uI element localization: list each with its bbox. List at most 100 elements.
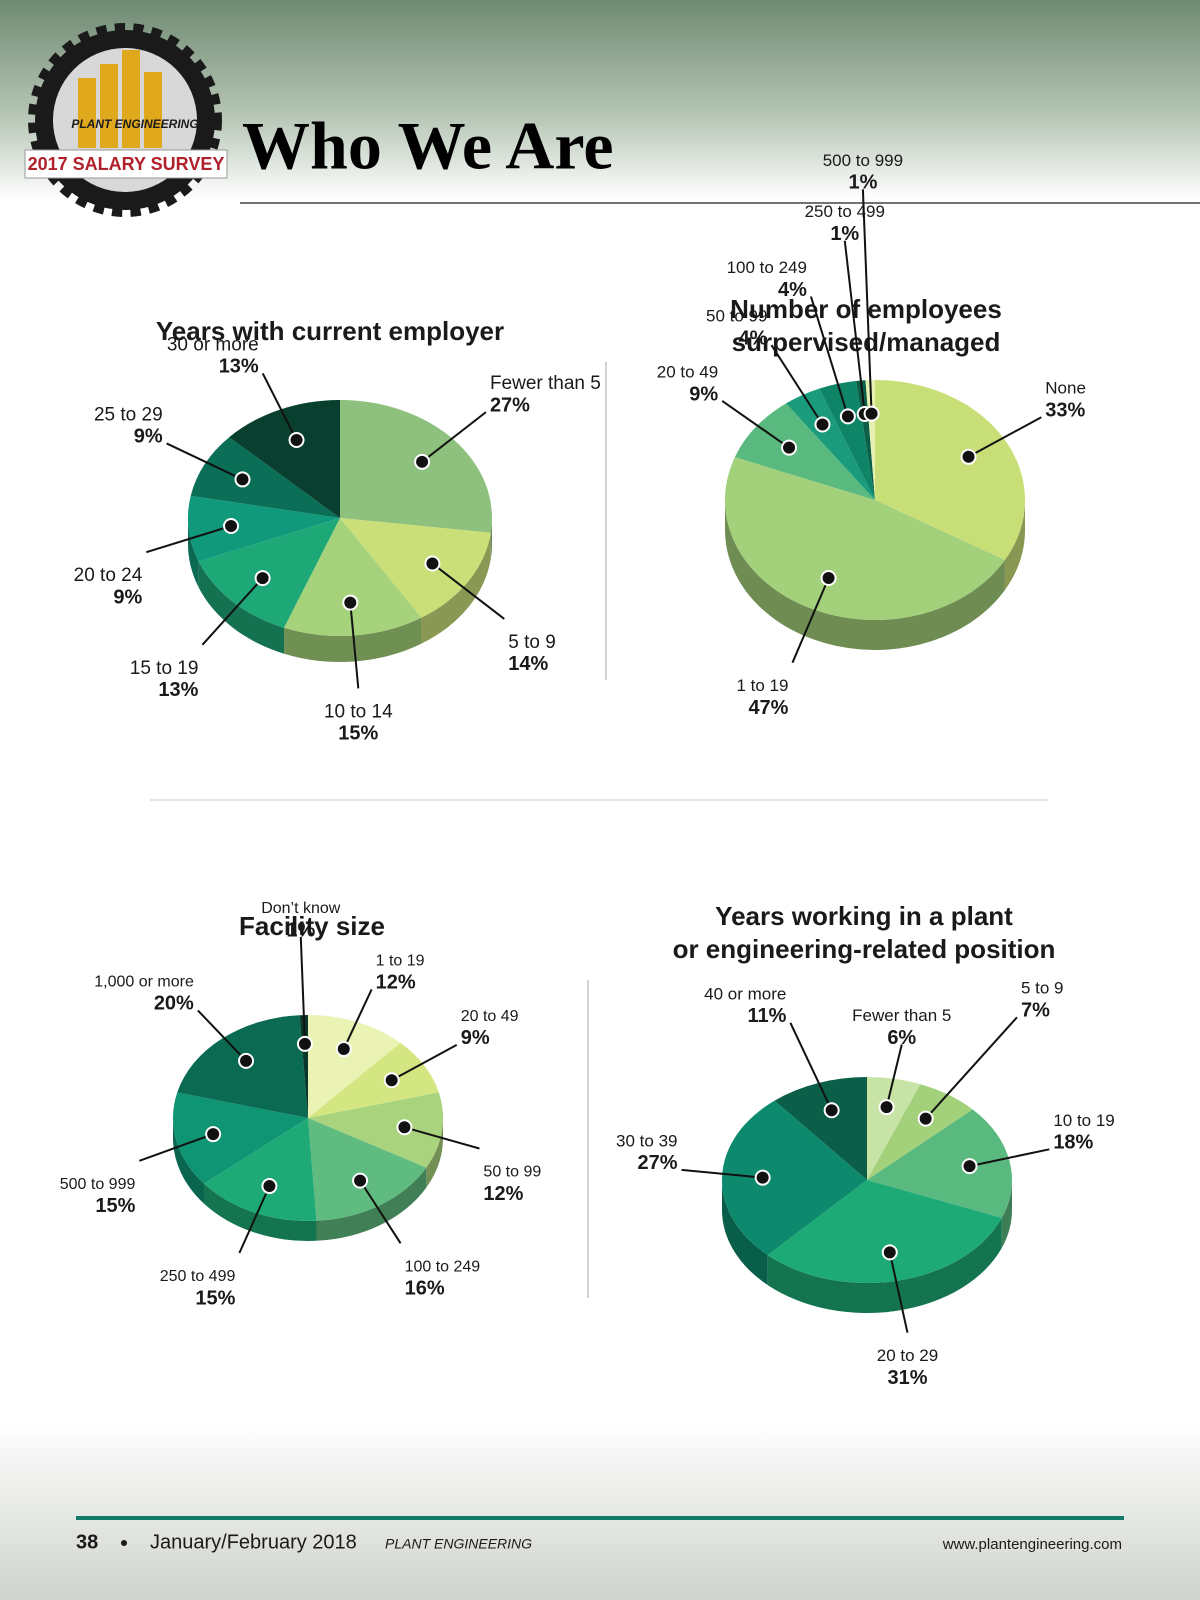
category-label: Fewer than 5 bbox=[852, 1006, 951, 1025]
value-label: 1% bbox=[286, 919, 315, 941]
chart-title: Years with current employer bbox=[156, 316, 504, 346]
logo-bar bbox=[78, 78, 96, 148]
slice-side bbox=[198, 561, 285, 654]
leader-line bbox=[146, 525, 232, 554]
slice bbox=[724, 457, 1005, 621]
leader-line bbox=[197, 1009, 247, 1062]
leader-dot bbox=[396, 1119, 413, 1136]
leader-line bbox=[201, 577, 264, 646]
chart-title: Facility size bbox=[239, 911, 385, 941]
leader-line bbox=[885, 1044, 903, 1108]
chart-title: or engineering-related position bbox=[673, 934, 1056, 964]
publication: PLANT ENGINEERING bbox=[385, 1536, 532, 1552]
issue: January/February 2018 bbox=[150, 1531, 357, 1553]
leader-dot bbox=[960, 448, 977, 465]
slice bbox=[867, 1109, 1012, 1218]
category-label: 20 to 29 bbox=[877, 1346, 938, 1365]
leader-dot bbox=[863, 405, 880, 422]
leader-line bbox=[681, 1168, 763, 1179]
leader-dot bbox=[823, 1102, 840, 1119]
category-label: 20 to 24 bbox=[74, 565, 143, 586]
leader-line bbox=[238, 1185, 271, 1254]
leader-line bbox=[359, 1180, 402, 1244]
slice bbox=[340, 518, 491, 618]
chart: Facility size 1 to 19 12% 20 to 49 9% 50 to 9… bbox=[60, 900, 542, 1309]
value-label: 4% bbox=[778, 279, 807, 301]
value-label: 31% bbox=[887, 1367, 927, 1389]
slice-side bbox=[421, 532, 491, 644]
leader-dot bbox=[335, 1041, 352, 1058]
leader-line bbox=[391, 1044, 458, 1082]
page-number: 38 bbox=[76, 1531, 98, 1553]
value-label: 7% bbox=[1021, 1000, 1050, 1022]
leader-dot bbox=[238, 1052, 255, 1069]
leader-line bbox=[789, 1022, 833, 1111]
category-label: 30 to 39 bbox=[616, 1131, 677, 1150]
leader-dot bbox=[424, 555, 441, 572]
leader-line bbox=[421, 411, 487, 463]
leader-line bbox=[924, 1016, 1018, 1120]
value-label: 12% bbox=[376, 972, 416, 994]
value-label: 15% bbox=[338, 723, 378, 745]
leader-line bbox=[791, 577, 830, 664]
footer-background bbox=[0, 1420, 1200, 1600]
leader-dot bbox=[352, 1172, 369, 1189]
slice bbox=[188, 495, 340, 562]
leader-dot bbox=[288, 432, 305, 449]
slice bbox=[767, 1180, 1002, 1283]
value-label: 47% bbox=[748, 697, 788, 719]
category-label: 30 or more bbox=[167, 334, 259, 355]
category-label: 250 to 499 bbox=[805, 202, 885, 221]
logo-bar bbox=[100, 64, 118, 148]
value-label: 9% bbox=[113, 586, 142, 608]
slice bbox=[172, 1092, 308, 1184]
url: www.plantengineering.com bbox=[942, 1536, 1122, 1553]
value-label: 12% bbox=[483, 1183, 523, 1205]
value-label: 9% bbox=[134, 426, 163, 448]
value-label: 1% bbox=[848, 172, 877, 194]
leader-dot bbox=[881, 1244, 898, 1261]
category-label: 250 to 499 bbox=[160, 1268, 236, 1285]
chart-title: Number of employees bbox=[730, 294, 1002, 324]
slice bbox=[198, 518, 340, 628]
value-label: 13% bbox=[158, 679, 198, 701]
leader-line bbox=[404, 1126, 480, 1150]
value-label: 27% bbox=[490, 394, 530, 416]
value-label: 4% bbox=[739, 327, 768, 349]
value-label: 20% bbox=[154, 993, 194, 1015]
leader-dot bbox=[814, 416, 831, 433]
slice-side bbox=[490, 518, 492, 559]
slice-side bbox=[725, 500, 1005, 650]
category-label: 25 to 29 bbox=[94, 404, 163, 425]
value-label: 16% bbox=[405, 1278, 445, 1300]
value-label: 13% bbox=[219, 356, 259, 378]
leader-dot bbox=[839, 408, 856, 425]
slice bbox=[875, 380, 1025, 560]
slice-side bbox=[203, 1183, 317, 1241]
leader-line bbox=[861, 189, 873, 414]
value-label: 1% bbox=[830, 223, 859, 245]
leader-dot bbox=[234, 471, 251, 488]
slice bbox=[819, 380, 875, 500]
leader-line bbox=[299, 936, 306, 1044]
leader-dot bbox=[342, 594, 359, 611]
slice-side bbox=[426, 1118, 443, 1188]
logo-brand: PLANT ENGINEERING bbox=[71, 117, 198, 131]
value-label: 15% bbox=[195, 1287, 235, 1309]
logo-bar bbox=[122, 50, 140, 148]
chart-title: surpervised/managed bbox=[732, 327, 1001, 357]
slice-side bbox=[722, 1180, 768, 1286]
slice bbox=[284, 518, 422, 637]
chart-title: Years working in a plant bbox=[715, 901, 1013, 931]
category-label: 500 to 999 bbox=[60, 1176, 136, 1193]
logo: PLANT ENGINEERING 2017 SALARY SURVEY bbox=[24, 23, 228, 217]
leader-line bbox=[139, 1133, 214, 1162]
leader-line bbox=[770, 344, 824, 426]
category-label: Fewer than 5 bbox=[490, 373, 601, 394]
category-label: 10 to 19 bbox=[1053, 1111, 1114, 1130]
value-label: 27% bbox=[637, 1152, 677, 1174]
slice bbox=[722, 1100, 867, 1256]
leader-line bbox=[349, 602, 360, 689]
